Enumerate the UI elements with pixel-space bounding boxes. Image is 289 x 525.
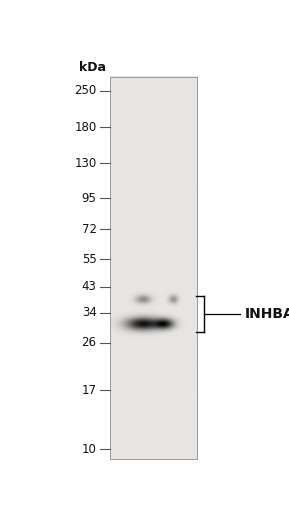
Text: 43: 43 bbox=[82, 280, 97, 293]
Text: 250: 250 bbox=[74, 84, 97, 97]
Text: 34: 34 bbox=[82, 306, 97, 319]
Text: kDa: kDa bbox=[79, 61, 105, 74]
Text: 55: 55 bbox=[82, 253, 97, 266]
Text: 72: 72 bbox=[81, 223, 97, 236]
Text: 17: 17 bbox=[81, 384, 97, 396]
Text: 130: 130 bbox=[74, 157, 97, 170]
Text: INHBA: INHBA bbox=[244, 307, 289, 321]
Text: 10: 10 bbox=[82, 443, 97, 456]
Text: 180: 180 bbox=[74, 121, 97, 133]
Text: 95: 95 bbox=[82, 192, 97, 205]
Text: 26: 26 bbox=[81, 336, 97, 349]
